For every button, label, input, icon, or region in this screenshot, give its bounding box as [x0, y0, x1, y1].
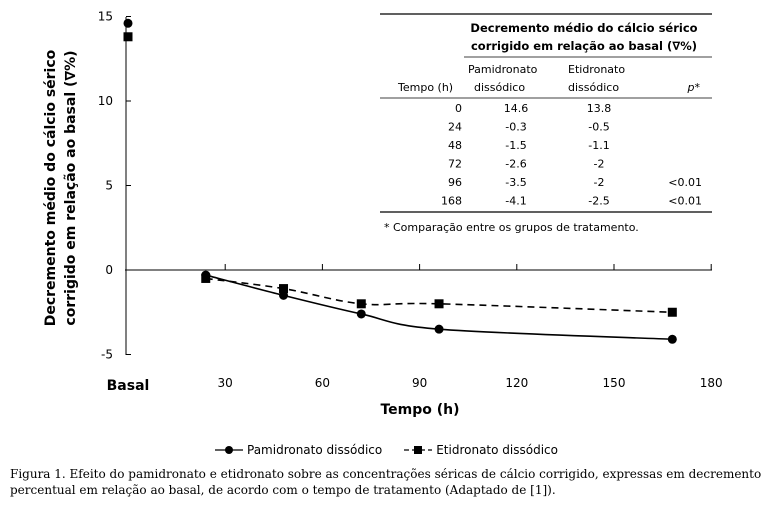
data-point-pamidronato-168 — [667, 334, 677, 344]
series-line-pamidronato — [205, 274, 673, 341]
y-tick-label--5: -5 — [101, 348, 113, 362]
table-cell-pam-48: -1.5 — [505, 139, 526, 152]
table-col-eti-line2: dissódico — [568, 81, 619, 94]
table-cell-pam-0: 14.6 — [504, 102, 529, 115]
x-tick-label-90: 90 — [412, 376, 427, 390]
data-point-etidronato-48 — [279, 284, 289, 294]
data-point-pamidronato-72 — [356, 309, 366, 319]
series-lines — [205, 274, 673, 341]
x-baseline-label: Basal — [107, 378, 150, 394]
table-cell-pam-168: -4.1 — [505, 195, 526, 208]
table-cell-eti-0: 13.8 — [587, 102, 612, 115]
axis-ticks: 30 60 90 120 150 180 15 10 5 0 -5 — [98, 10, 723, 391]
table-cell-eti-72: -2 — [594, 158, 605, 171]
data-point-etidronato-168 — [667, 307, 677, 317]
y-tick-label-5: 5 — [105, 179, 113, 193]
table-col-time: Tempo (h) — [397, 81, 453, 94]
legend-label-pamidronato: Pamidronato dissódico — [247, 443, 383, 457]
data-point-pamidronato-0 — [123, 18, 133, 28]
table-cell-time-0: 0 — [455, 102, 462, 115]
table-cell-eti-48: -1.1 — [588, 139, 609, 152]
table-cell-time-72: 72 — [448, 158, 462, 171]
data-point-etidronato-0 — [123, 32, 133, 42]
table-col-p: p* — [687, 81, 701, 94]
table-title-line2: corrigido em relação ao basal (∇%) — [471, 39, 697, 53]
y-tick-label-10: 10 — [98, 94, 113, 108]
x-tick-label-30: 30 — [218, 376, 233, 390]
table-cell-time-168: 168 — [441, 195, 462, 208]
table-cell-pam-96: -3.5 — [505, 176, 526, 189]
table-title-line1: Decremento médio do cálcio sérico — [470, 21, 697, 35]
table-footnote: * Comparação entre os grupos de tratamen… — [384, 221, 639, 234]
table-cell-p-168: <0.01 — [668, 195, 702, 208]
y-axis-title-line2: corrigido em relação ao basal (∇%) — [63, 50, 79, 325]
legend-item-etidronato: Etidronato dissódico — [404, 443, 558, 457]
x-tick-label-60: 60 — [315, 376, 330, 390]
table-cell-pam-72: -2.6 — [505, 158, 526, 171]
table-col-eti-line1: Etidronato — [568, 63, 625, 76]
figure-caption: Figura 1. Efeito do pamidronato e etidro… — [10, 467, 762, 497]
inset-table: Decremento médio do cálcio sérico corrig… — [380, 13, 712, 234]
table-cell-time-24: 24 — [448, 121, 462, 134]
x-axis-title: Tempo (h) — [380, 402, 459, 418]
data-point-pamidronato-48 — [279, 290, 289, 300]
data-point-etidronato-96 — [434, 299, 444, 309]
table-rows: 0 14.6 13.8 24 -0.3 -0.5 48 -1.5 -1.1 72 -2.6 -2 96 -… — [441, 102, 702, 208]
table-cell-eti-24: -0.5 — [588, 121, 609, 134]
series-line-etidronato — [205, 277, 673, 314]
legend-marker-circle-icon — [215, 446, 243, 454]
table-cell-time-48: 48 — [448, 139, 462, 152]
table-cell-eti-168: -2.5 — [588, 195, 609, 208]
x-tick-label-150: 150 — [603, 376, 626, 390]
legend-marker-square-icon — [404, 446, 433, 454]
y-tick-label-15: 15 — [98, 10, 113, 24]
series-markers — [123, 18, 677, 344]
table-col-pam-line1: Pamidronato — [468, 63, 538, 76]
data-point-etidronato-24 — [201, 273, 211, 283]
table-col-pam-line2: dissódico — [474, 81, 525, 94]
y-axis-title-line1: Decremento médio do cálcio sérico — [43, 49, 59, 326]
table-cell-pam-24: -0.3 — [505, 121, 526, 134]
table-cell-p-96: <0.01 — [668, 176, 702, 189]
legend-label-etidronato: Etidronato dissódico — [436, 443, 558, 457]
chart: Decremento médio do cálcio sérico corrig… — [43, 10, 723, 419]
table-cell-time-96: 96 — [448, 176, 462, 189]
y-tick-label-0: 0 — [105, 263, 113, 277]
data-point-pamidronato-96 — [434, 324, 444, 334]
x-tick-label-120: 120 — [505, 376, 528, 390]
table-cell-eti-96: -2 — [594, 176, 605, 189]
legend-item-pamidronato: Pamidronato dissódico — [215, 443, 382, 457]
legend: Pamidronato dissódico Etidronato dissódi… — [215, 441, 580, 459]
x-tick-label-180: 180 — [700, 376, 723, 390]
data-point-etidronato-72 — [356, 299, 366, 309]
